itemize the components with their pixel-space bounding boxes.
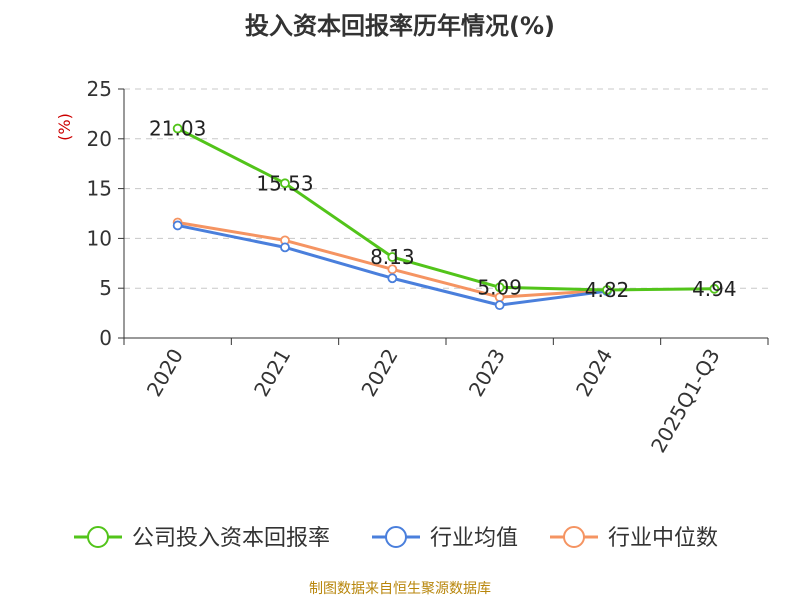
- legend-label: 公司投入资本回报率: [132, 526, 330, 551]
- x-tick-label: 2020: [142, 345, 188, 401]
- data-label: 4.94: [692, 277, 737, 301]
- x-tick-label: 2022: [356, 345, 402, 401]
- data-label: 4.82: [585, 278, 630, 302]
- data-point: [280, 242, 290, 253]
- data-label: 5.09: [477, 275, 522, 299]
- data-point: [172, 123, 183, 134]
- x-tick-label: 2023: [464, 344, 510, 400]
- data-point: [387, 264, 398, 275]
- legend-label: 行业均值: [430, 526, 518, 551]
- data-point: [494, 282, 505, 293]
- y-tick-label: 25: [87, 77, 112, 101]
- x-tick-label: 2024: [571, 345, 617, 401]
- data-label: 15.53: [256, 171, 313, 195]
- source-note: 制图数据来自恒生聚源数据库: [309, 581, 491, 597]
- data-point: [387, 252, 398, 262]
- chart-title: 投入资本回报率历年情况(%): [245, 12, 555, 40]
- data-point: [709, 283, 720, 294]
- data-point: [602, 285, 612, 295]
- legend-marker: [563, 526, 585, 548]
- y-tick-label: 10: [87, 226, 112, 250]
- y-tick-label: 15: [87, 177, 112, 201]
- legend-marker: [87, 526, 109, 548]
- data-point: [494, 300, 505, 311]
- data-label: 8.13: [370, 245, 415, 269]
- data-point: [280, 178, 290, 189]
- series-line: [176, 127, 715, 292]
- data-point: [387, 273, 398, 284]
- y-tick-label: 0: [99, 326, 112, 350]
- data-label: 21.03: [149, 117, 206, 141]
- data-point: [172, 220, 183, 231]
- x-tick-label: 2025Q1-Q3: [646, 345, 725, 457]
- y-tick-label: 20: [87, 127, 112, 151]
- legend-label: 行业中位数: [608, 526, 718, 551]
- legend-marker: [385, 526, 407, 548]
- y-axis-label: (%): [55, 113, 74, 141]
- y-tick-label: 5: [99, 276, 112, 300]
- x-tick-label: 2021: [249, 345, 295, 401]
